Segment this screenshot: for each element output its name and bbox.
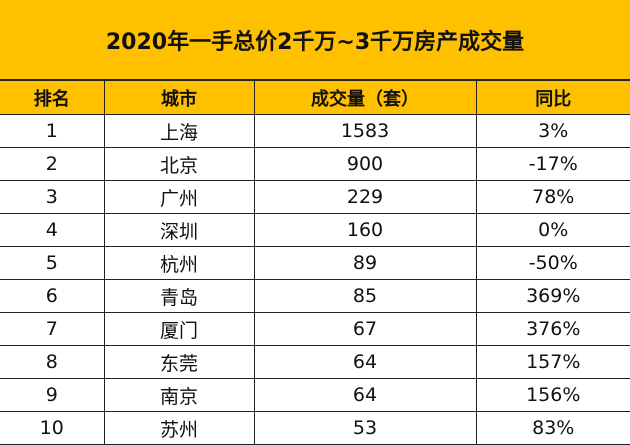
rank-cell: 1 [0, 114, 105, 148]
header-row: 排名 城市 成交量（套） 同比 [0, 80, 630, 115]
volume-cell: 64 [253, 345, 477, 379]
rank-cell: 6 [0, 279, 105, 313]
rank-cell: 2 [0, 147, 105, 181]
volume-cell: 53 [253, 411, 477, 445]
yoy-cell: 83% [475, 411, 630, 445]
table-row: 3 广州 229 78% [0, 180, 630, 214]
volume-cell: 229 [253, 180, 477, 214]
table-row: 1 上海 1583 3% [0, 114, 630, 148]
volume-cell: 1583 [253, 114, 477, 148]
table-row: 6 青岛 85 369% [0, 279, 630, 313]
volume-cell: 89 [253, 246, 477, 280]
table-row: 2 北京 900 -17% [0, 147, 630, 181]
city-cell: 上海 [103, 114, 255, 148]
city-cell: 南京 [103, 378, 255, 412]
yoy-cell: 156% [475, 378, 630, 412]
rank-cell: 8 [0, 345, 105, 379]
rank-cell: 3 [0, 180, 105, 214]
table-row: 8 东莞 64 157% [0, 345, 630, 379]
ranking-table: 排名 城市 成交量（套） 同比 1 上海 1583 3% 2 北京 900 -17% 3 广州 22… [0, 80, 630, 445]
rank-cell: 10 [0, 411, 105, 445]
city-cell: 北京 [103, 147, 255, 181]
volume-cell: 160 [253, 213, 477, 247]
yoy-cell: 78% [475, 180, 630, 214]
header-rank: 排名 [0, 80, 105, 115]
header-volume: 成交量（套） [253, 80, 477, 115]
city-cell: 苏州 [103, 411, 255, 445]
volume-cell: 85 [253, 279, 477, 313]
rank-cell: 5 [0, 246, 105, 280]
table-row: 4 深圳 160 0% [0, 213, 630, 247]
city-cell: 东莞 [103, 345, 255, 379]
yoy-cell: 157% [475, 345, 630, 379]
volume-cell: 67 [253, 312, 477, 346]
city-cell: 青岛 [103, 279, 255, 313]
rank-cell: 4 [0, 213, 105, 247]
table-row: 9 南京 64 156% [0, 378, 630, 412]
city-cell: 厦门 [103, 312, 255, 346]
yoy-cell: -17% [475, 147, 630, 181]
city-cell: 深圳 [103, 213, 255, 247]
yoy-cell: 376% [475, 312, 630, 346]
yoy-cell: 369% [475, 279, 630, 313]
header-city: 城市 [103, 80, 255, 115]
table-title: 2020年一手总价2千万~3千万房产成交量 [0, 0, 630, 80]
header-yoy: 同比 [475, 80, 630, 115]
city-cell: 杭州 [103, 246, 255, 280]
yoy-cell: 3% [475, 114, 630, 148]
table-row: 10 苏州 53 83% [0, 411, 630, 445]
volume-cell: 900 [253, 147, 477, 181]
table-row: 7 厦门 67 376% [0, 312, 630, 346]
volume-cell: 64 [253, 378, 477, 412]
yoy-cell: 0% [475, 213, 630, 247]
rank-cell: 7 [0, 312, 105, 346]
city-cell: 广州 [103, 180, 255, 214]
rank-cell: 9 [0, 378, 105, 412]
table-row: 5 杭州 89 -50% [0, 246, 630, 280]
yoy-cell: -50% [475, 246, 630, 280]
